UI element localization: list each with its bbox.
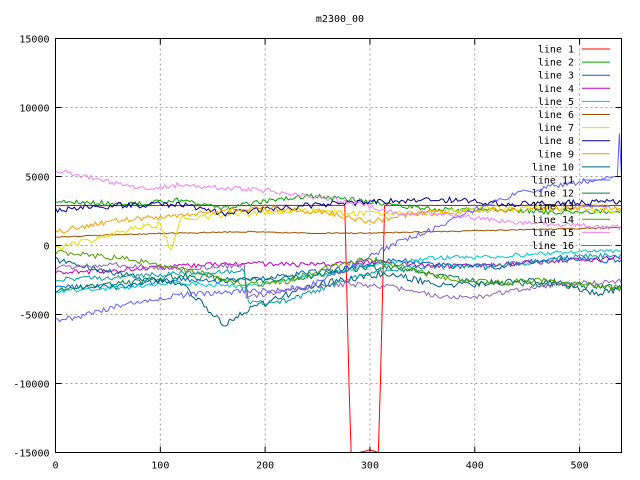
legend-label-3: line 3 <box>538 71 574 82</box>
legend-label-7: line 7 <box>538 123 574 134</box>
series-line-12 <box>55 264 622 293</box>
y-tick-label: 15000 <box>19 35 49 46</box>
y-tick-label: 10000 <box>19 104 49 115</box>
legend-label-4: line 4 <box>538 84 574 95</box>
legend-label-14: line 14 <box>532 215 574 226</box>
legend-label-9: line 9 <box>538 149 574 160</box>
series-line-13 <box>55 261 622 300</box>
series-line-16 <box>55 252 622 306</box>
legend-label-10: line 10 <box>532 162 574 173</box>
legend-label-6: line 6 <box>538 110 574 121</box>
y-tick-label: -15000 <box>13 449 49 460</box>
axis-ticks: 0 100 200 300 400 500 -15000 -10000 -5000 0 5000 10… <box>13 35 622 472</box>
x-tick-label: 0 <box>52 461 58 472</box>
series-layer <box>55 133 622 454</box>
series-line-5 <box>55 248 622 294</box>
legend-label-15: line 15 <box>532 228 574 239</box>
chart-title: m2300_00 <box>316 14 364 25</box>
grid-lines <box>55 38 622 453</box>
x-tick-label: 100 <box>151 461 169 472</box>
y-tick-label: -5000 <box>19 311 49 322</box>
legend-label-12: line 12 <box>532 189 574 200</box>
legend-label-1: line 1 <box>538 45 574 56</box>
y-tick-label: 0 <box>43 242 49 253</box>
legend-label-8: line 8 <box>538 136 574 147</box>
series-line-8 <box>55 195 622 217</box>
x-tick-label: 200 <box>256 461 274 472</box>
x-tick-label: 300 <box>361 461 379 472</box>
series-line-14 <box>55 249 622 292</box>
legend-label-13: line 13 <box>532 202 574 213</box>
series-line-9 <box>55 203 622 234</box>
series-line-15 <box>55 169 622 231</box>
legend-label-11: line 11 <box>532 176 574 187</box>
legend: line 1 line 2 line 3 line 4 line 5 line 6 line… <box>532 45 610 252</box>
legend-label-2: line 2 <box>538 58 574 69</box>
y-tick-label: -10000 <box>13 380 49 391</box>
series-line-6 <box>55 226 622 238</box>
legend-label-16: line 16 <box>532 241 574 252</box>
legend-label-5: line 5 <box>538 97 574 108</box>
series-line-4 <box>55 255 622 275</box>
x-tick-label: 500 <box>571 461 589 472</box>
y-tick-label: 5000 <box>25 173 49 184</box>
series-line-7 <box>55 204 622 251</box>
x-tick-label: 400 <box>466 461 484 472</box>
